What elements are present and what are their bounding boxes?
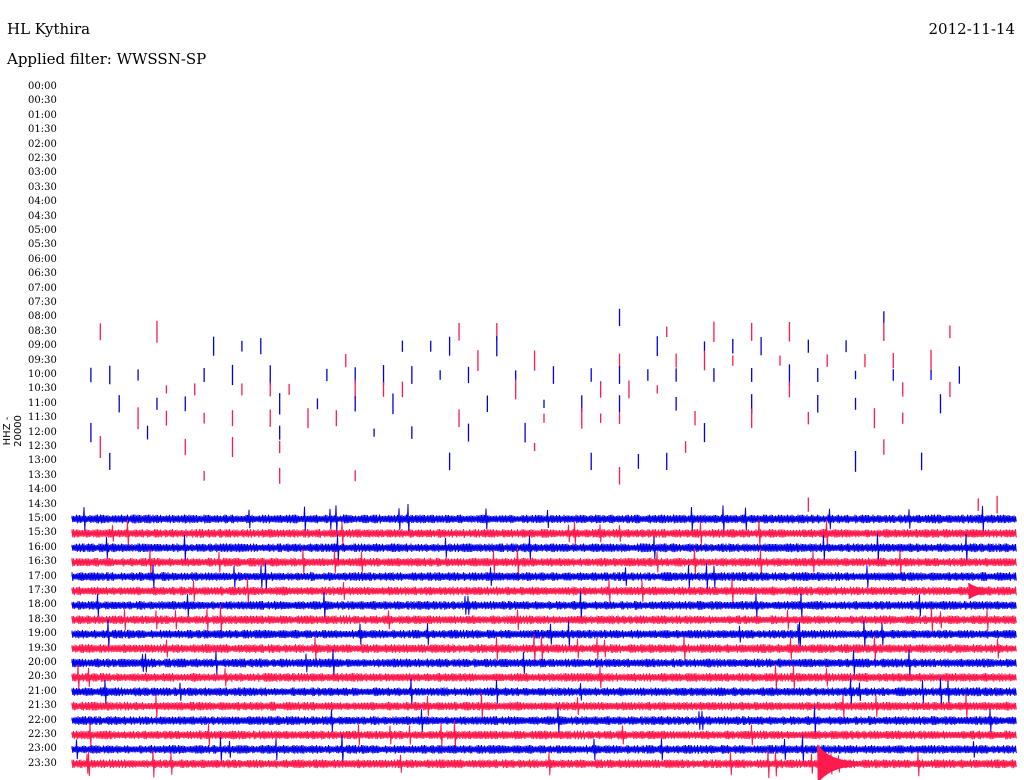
time-label: 22:00 (28, 714, 57, 726)
trace-row (71, 634, 1017, 663)
trace-row (71, 547, 1017, 577)
trace-row (71, 706, 1017, 736)
time-label: 07:30 (28, 297, 57, 308)
time-label: 03:00 (28, 167, 57, 179)
station-name: HL Kythira (7, 20, 91, 38)
time-label: 16:00 (28, 541, 57, 553)
trace-row (71, 519, 1017, 548)
time-label: 12:30 (28, 441, 57, 452)
time-label: 09:30 (28, 354, 57, 366)
trace-row (71, 605, 1017, 635)
time-label: 19:00 (28, 628, 57, 640)
time-label: 23:30 (28, 757, 57, 769)
time-label: 22:30 (28, 729, 57, 740)
time-label: 01:00 (28, 109, 57, 121)
time-label: 02:00 (28, 138, 57, 150)
time-label: 06:00 (28, 253, 57, 265)
time-label: 07:00 (28, 282, 57, 294)
time-label: 16:30 (28, 556, 57, 568)
time-label: 20:30 (28, 671, 57, 683)
time-axis: 00:00 00:30 01:00 01:30 02:00 02:30 03:00 03:30… (0, 0, 64, 780)
time-label: 15:00 (28, 513, 57, 524)
trace-row (71, 720, 1017, 750)
time-label: 11:00 (28, 397, 57, 409)
trace-row (71, 619, 1017, 649)
trace-row (71, 677, 1017, 706)
trace-row (71, 734, 1017, 765)
time-label: 17:00 (28, 570, 57, 582)
trace-row (71, 503, 1017, 535)
trace-row (71, 577, 1017, 605)
time-label: 19:30 (28, 642, 57, 654)
time-label: 10:30 (28, 383, 57, 395)
time-label: 18:30 (28, 613, 57, 625)
time-label: 05:00 (28, 225, 57, 236)
time-label: 00:00 (28, 81, 57, 92)
record-date: 2012-11-14 (928, 20, 1015, 38)
time-label: 12:00 (28, 426, 57, 438)
time-label: 18:00 (28, 599, 57, 611)
time-label: 11:30 (28, 412, 57, 424)
trace-row (71, 533, 1017, 563)
time-label: 04:30 (28, 210, 57, 222)
seismic-event (817, 744, 858, 780)
trace-row (71, 649, 1017, 677)
time-label: 15:30 (28, 527, 57, 539)
time-label: 06:30 (28, 268, 57, 280)
time-label: 13:00 (28, 455, 57, 467)
time-label: 08:30 (28, 325, 57, 337)
time-label: 13:30 (28, 469, 57, 481)
time-label: 17:30 (28, 585, 57, 596)
time-label: 00:30 (28, 95, 57, 107)
filter-label: Applied filter: WWSSN-SP (7, 50, 207, 68)
trace-row (71, 590, 1017, 620)
time-label: 05:30 (28, 239, 57, 251)
trace-row (71, 664, 1017, 691)
time-label: 20:00 (28, 657, 57, 668)
time-label: 14:00 (28, 484, 57, 496)
trace-row (71, 749, 1017, 779)
trace-row (71, 562, 1017, 591)
time-label: 03:30 (28, 181, 57, 193)
time-label: 09:00 (28, 340, 57, 352)
time-label: 21:30 (28, 700, 57, 712)
time-label: 08:00 (28, 311, 57, 323)
time-label: 23:00 (28, 743, 57, 755)
time-label: 04:00 (28, 196, 57, 208)
trace-row (71, 692, 1017, 720)
time-label: 10:00 (28, 369, 57, 380)
time-label: 01:30 (28, 124, 57, 136)
time-label: 02:30 (28, 153, 57, 164)
seismic-event (968, 582, 994, 600)
time-label: 14:30 (28, 498, 57, 510)
time-label: 21:00 (28, 685, 57, 697)
